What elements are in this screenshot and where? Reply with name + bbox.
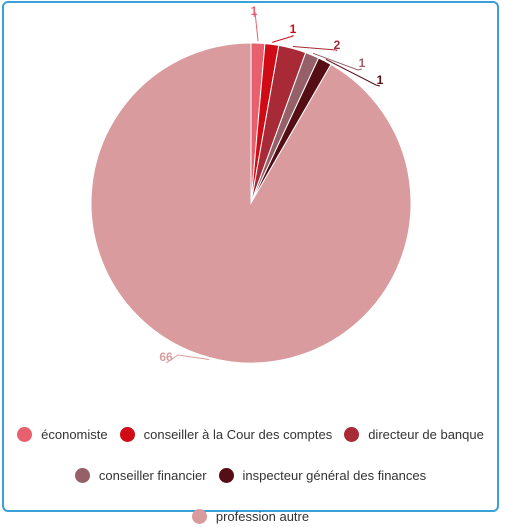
legend: économiste conseiller à la Cour des compt… (4, 424, 497, 527)
pie-slice-5[interactable] (90, 42, 412, 364)
legend-label-0: économiste (41, 427, 108, 442)
slice-connector-1 (271, 35, 294, 43)
legend-item-5[interactable]: profession autre (191, 506, 310, 527)
data-label-1: 1 (290, 22, 297, 36)
legend-label-5: profession autre (215, 509, 310, 524)
legend-marker-2 (344, 427, 360, 442)
data-label-5: 66 (159, 350, 173, 364)
legend-label-3: conseiller financier (98, 468, 207, 483)
legend-item-3[interactable]: conseiller financier (74, 465, 207, 486)
slice-connector-3 (312, 52, 363, 71)
legend-marker-1 (119, 427, 135, 442)
slice-connector-4 (325, 58, 381, 87)
data-label-2: 2 (334, 38, 341, 52)
legend-label-1: conseiller à la Cour des comptes (143, 427, 333, 442)
slice-connector-2 (292, 46, 338, 52)
slice-connector-0 (253, 11, 259, 42)
data-label-0: 1 (251, 4, 258, 18)
legend-item-0[interactable]: économiste (17, 424, 108, 445)
data-label-4: 1 (377, 73, 384, 87)
legend-marker-0 (17, 427, 33, 442)
legend-label-2: directeur de banque (368, 427, 484, 442)
legend-item-4[interactable]: inspecteur général des finances (218, 465, 427, 486)
legend-marker-4 (218, 468, 234, 483)
legend-item-2[interactable]: directeur de banque (344, 424, 484, 445)
legend-marker-3 (74, 468, 90, 483)
legend-item-1[interactable]: conseiller à la Cour des comptes (119, 424, 333, 445)
legend-label-4: inspecteur général des finances (242, 468, 427, 483)
legend-marker-5 (191, 509, 207, 524)
data-label-3: 1 (359, 56, 366, 70)
slice-connector-5 (165, 354, 210, 364)
